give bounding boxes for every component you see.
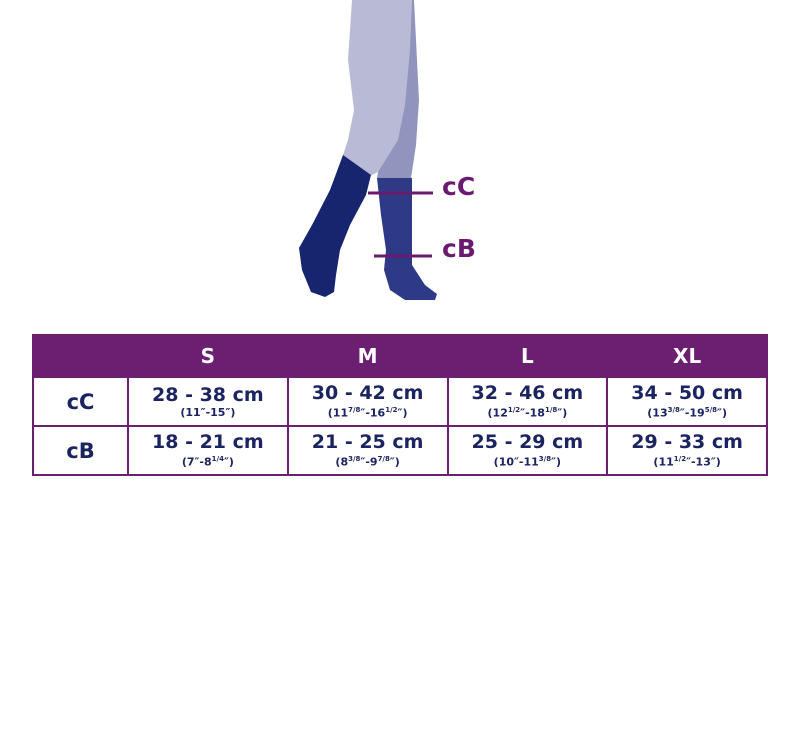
back-sock [377,178,437,300]
inch-range: (121/2″-181/8″) [487,406,568,420]
leg-illustration [299,0,437,300]
cm-range: 32 - 46 cm [471,382,584,405]
size-cell: 18 - 21 cm (7″-81/4″) [127,425,289,476]
cm-range: 18 - 21 cm [152,431,264,454]
header-size-s: S [127,334,289,378]
size-cell: 28 - 38 cm (11″-15″) [127,376,289,427]
cm-range: 29 - 33 cm [631,431,743,454]
cm-range: 25 - 29 cm [471,431,584,454]
front-leg [342,0,412,176]
table-row-cb: cB 18 - 21 cm (7″-81/4″) 21 - 25 cm (83/8″-9… [32,425,768,476]
cm-range: 30 - 42 cm [311,382,424,405]
inch-range: (117/8″-161/2″) [327,406,408,420]
size-cell: 25 - 29 cm (10″-113/8″) [446,425,609,476]
size-cell: 29 - 33 cm (111/2″-13″) [606,425,768,476]
inch-range: (7″-81/4″) [181,455,234,469]
cm-range: 28 - 38 cm [152,383,264,406]
cm-range: 34 - 50 cm [631,382,743,405]
inch-range: (83/8″-97/8″) [335,455,400,469]
row-label: cB [32,425,129,476]
inch-range: (10″-113/8″) [493,455,562,469]
front-sock [299,155,371,297]
cm-range: 21 - 25 cm [311,431,424,454]
header-size-m: M [286,334,449,378]
cb-label: cB [442,234,476,263]
header-row: S M L XL [32,334,768,378]
size-table: S M L XL cC 28 - 38 cm (11″-15″) 30 - 42 cm… [32,334,768,476]
inch-range: (11″-15″) [180,405,236,419]
table-row-cc: cC 28 - 38 cm (11″-15″) 30 - 42 cm (117/8″-1… [32,376,768,427]
header-size-xl: XL [606,334,768,378]
inch-range: (133/8″-195/8″) [647,406,727,420]
inch-range: (111/2″-13″) [653,455,721,469]
cc-label: cC [442,172,476,201]
size-cell: 21 - 25 cm (83/8″-97/8″) [286,425,449,476]
size-cell: 32 - 46 cm (121/2″-181/8″) [446,376,609,427]
header-blank [32,334,129,378]
size-cell: 30 - 42 cm (117/8″-161/2″) [286,376,449,427]
size-cell: 34 - 50 cm (133/8″-195/8″) [606,376,768,427]
row-label: cC [32,376,129,427]
header-size-l: L [446,334,609,378]
